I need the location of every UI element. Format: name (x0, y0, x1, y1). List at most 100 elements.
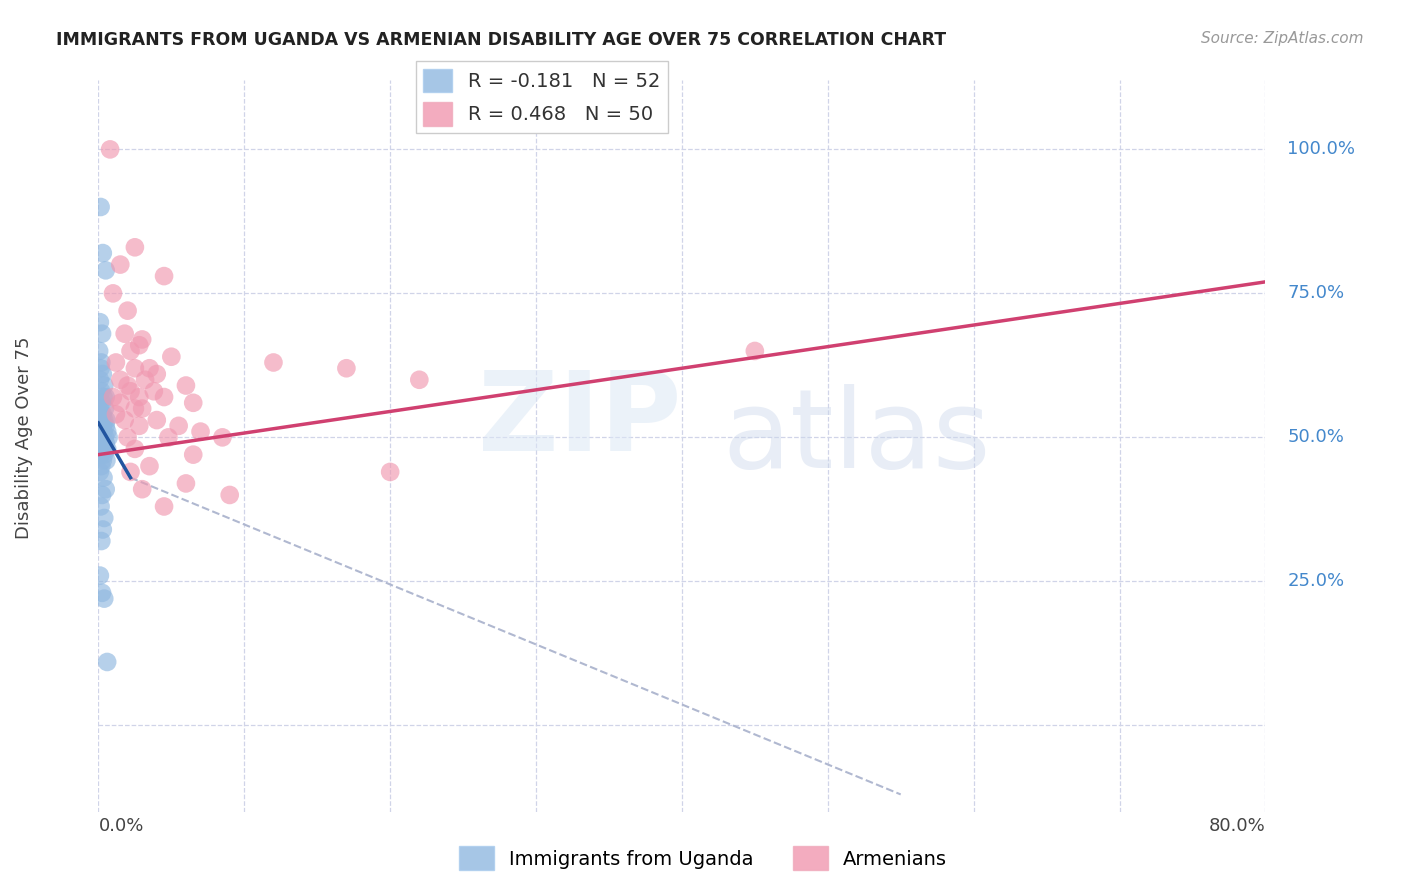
Point (120, 465, 142, 479)
Point (90, 534, 112, 549)
Point (90, 355, 112, 369)
Text: Source: ZipAtlas.com: Source: ZipAtlas.com (1201, 31, 1364, 46)
Point (153, 390, 176, 404)
Point (96, 425, 118, 439)
Point (117, 303, 139, 318)
Point (90, 413, 112, 427)
Point (263, 355, 285, 369)
Point (131, 333, 153, 347)
Point (117, 378, 139, 392)
Point (93, 511, 115, 525)
Point (94, 482, 117, 496)
Point (90, 200, 112, 214)
Point (160, 350, 183, 364)
Point (93, 471, 115, 485)
Point (124, 361, 146, 376)
Point (335, 361, 357, 376)
Point (94, 436, 117, 450)
Point (110, 396, 132, 410)
Point (157, 430, 180, 444)
Point (91, 523, 114, 537)
Point (91, 407, 114, 421)
Point (91, 488, 114, 502)
Point (142, 384, 165, 399)
Point (128, 390, 150, 404)
Point (94, 401, 117, 416)
Text: 80.0%: 80.0% (1209, 817, 1265, 836)
Point (174, 378, 197, 392)
Point (93, 378, 115, 392)
Point (91, 418, 114, 433)
Text: 25.0%: 25.0% (1288, 573, 1344, 591)
Text: atlas: atlas (723, 384, 991, 491)
Point (91, 326, 114, 341)
Text: Disability Age Over 75: Disability Age Over 75 (15, 336, 32, 539)
Point (94, 390, 117, 404)
Point (89, 373, 111, 387)
Point (94, 418, 117, 433)
Point (90, 430, 112, 444)
Point (138, 459, 160, 474)
Point (408, 373, 430, 387)
Point (101, 286, 124, 301)
Point (124, 401, 146, 416)
Point (181, 448, 204, 462)
Point (93, 448, 115, 462)
Point (93, 591, 115, 606)
Point (146, 413, 169, 427)
Point (96, 655, 118, 669)
Point (174, 476, 197, 491)
Point (211, 430, 233, 444)
Point (153, 269, 176, 284)
Point (120, 384, 142, 399)
Text: IMMIGRANTS FROM UGANDA VS ARMENIAN DISABILITY AGE OVER 75 CORRELATION CHART: IMMIGRANTS FROM UGANDA VS ARMENIAN DISAB… (56, 31, 946, 49)
Point (90, 384, 112, 399)
Point (91, 246, 114, 260)
Text: 50.0%: 50.0% (1288, 428, 1344, 446)
Point (146, 367, 169, 381)
Point (96, 453, 118, 467)
Point (93, 413, 115, 427)
Legend: Immigrants from Uganda, Armenians: Immigrants from Uganda, Armenians (451, 838, 955, 878)
Point (96, 442, 118, 456)
Point (90, 448, 112, 462)
Point (94, 263, 117, 277)
Point (93, 390, 115, 404)
Point (744, 343, 766, 358)
Point (91, 436, 114, 450)
Point (89, 465, 111, 479)
Text: 75.0%: 75.0% (1288, 285, 1344, 302)
Point (120, 343, 142, 358)
Point (114, 326, 136, 341)
Point (93, 442, 115, 456)
Point (91, 586, 114, 600)
Point (89, 425, 111, 439)
Point (91, 367, 114, 381)
Text: ZIP: ZIP (478, 367, 682, 474)
Point (90, 459, 112, 474)
Point (128, 338, 150, 352)
Point (90, 407, 112, 421)
Point (181, 396, 204, 410)
Point (89, 315, 111, 329)
Point (190, 425, 212, 439)
Point (96, 413, 118, 427)
Point (218, 488, 240, 502)
Point (131, 401, 153, 416)
Point (104, 407, 127, 421)
Point (110, 373, 132, 387)
Point (138, 361, 160, 376)
Point (104, 355, 127, 369)
Point (124, 442, 146, 456)
Point (153, 500, 176, 514)
Point (89, 442, 111, 456)
Point (110, 258, 132, 272)
Point (131, 482, 153, 496)
Point (114, 413, 136, 427)
Point (380, 465, 402, 479)
Point (90, 361, 112, 376)
Point (89, 401, 111, 416)
Point (124, 240, 146, 254)
Point (101, 390, 124, 404)
Point (128, 418, 150, 433)
